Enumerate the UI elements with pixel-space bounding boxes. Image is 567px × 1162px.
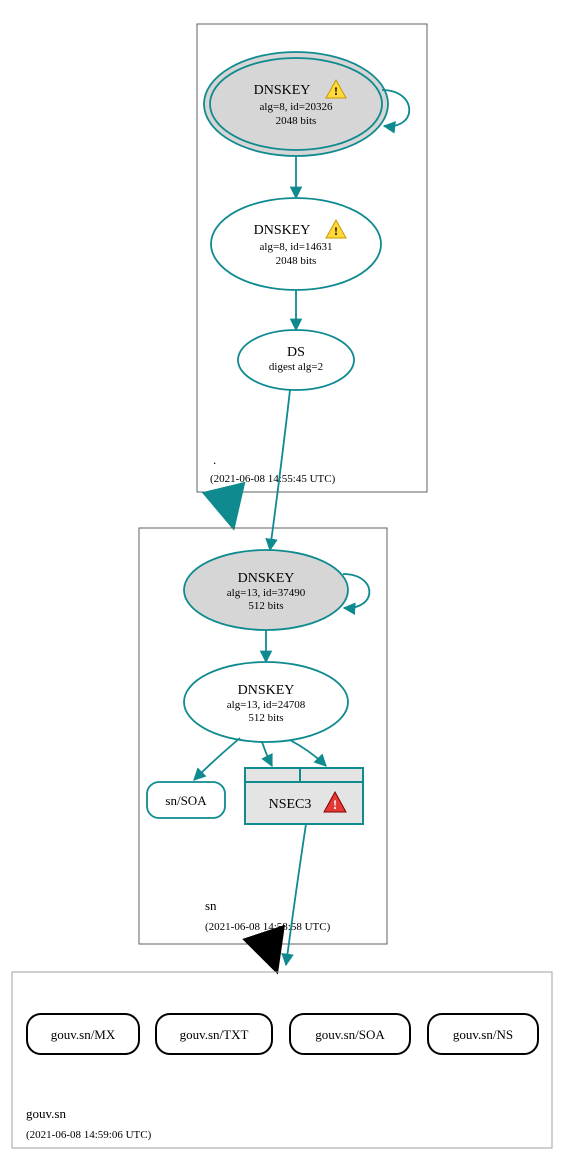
edge-zone-sn-to-gouv [268,945,275,966]
node-nsec3: NSEC3 ! [245,768,363,824]
record-label: gouv.sn/SOA [315,1027,385,1042]
edge-snzsk-nsec3-a [262,742,272,766]
node-dnskey-sn-ksk: DNSKEY alg=13, id=37490 512 bits [184,550,348,630]
node-dnskey-root-ksk: DNSKEY alg=8, id=20326 2048 bits ! [204,52,388,156]
zone-gouv-label: gouv.sn [26,1106,66,1121]
zone-root-label: . [213,452,216,467]
edge-zone-root-to-sn [225,493,232,522]
dnskey-alg: alg=8, id=14631 [260,241,333,253]
record-gouv-ns: gouv.sn/NS [428,1014,538,1054]
zone-sn-timestamp: (2021-06-08 14:58:58 UTC) [205,921,331,933]
ds-alg: digest alg=2 [269,361,323,373]
dnskey-bits: 512 bits [248,600,283,612]
node-ds: DS digest alg=2 [238,330,354,390]
zone-gouv-timestamp: (2021-06-08 14:59:06 UTC) [26,1129,152,1141]
dnskey-title: DNSKEY [238,683,295,698]
ds-title: DS [287,345,305,360]
dnskey-bits: 512 bits [248,712,283,724]
dnskey-alg: alg=8, id=20326 [260,101,333,113]
record-gouv-soa: gouv.sn/SOA [290,1014,410,1054]
node-dnskey-root-zsk: DNSKEY alg=8, id=14631 2048 bits ! [211,198,381,290]
dnskey-title: DNSKEY [254,223,311,238]
zone-sn-label: sn [205,898,217,913]
record-label: gouv.sn/NS [453,1027,513,1042]
edge-snzsk-soa [194,738,240,780]
node-dnskey-sn-zsk: DNSKEY alg=13, id=24708 512 bits [184,662,348,742]
zone-gouv-box [12,972,552,1148]
record-gouv-mx: gouv.sn/MX [27,1014,139,1054]
record-label: gouv.sn/MX [51,1027,116,1042]
node-sn-soa: sn/SOA [147,782,225,818]
zone-root-timestamp: (2021-06-08 14:55:45 UTC) [210,473,336,485]
sn-soa-label: sn/SOA [165,793,207,808]
svg-text:!: ! [334,84,338,98]
svg-text:!: ! [333,797,337,812]
dnskey-alg: alg=13, id=37490 [227,587,306,599]
nsec3-label: NSEC3 [269,797,312,812]
dnskey-title: DNSKEY [254,83,311,98]
edge-ds-to-snksk [270,390,290,550]
record-label: gouv.sn/TXT [180,1027,249,1042]
edge-snzsk-nsec3-b [290,740,326,766]
dnskey-bits: 2048 bits [276,255,317,267]
dnskey-alg: alg=13, id=24708 [227,699,306,711]
dnskey-bits: 2048 bits [276,115,317,127]
dnskey-title: DNSKEY [238,571,295,586]
svg-text:!: ! [334,224,338,238]
record-gouv-txt: gouv.sn/TXT [156,1014,272,1054]
